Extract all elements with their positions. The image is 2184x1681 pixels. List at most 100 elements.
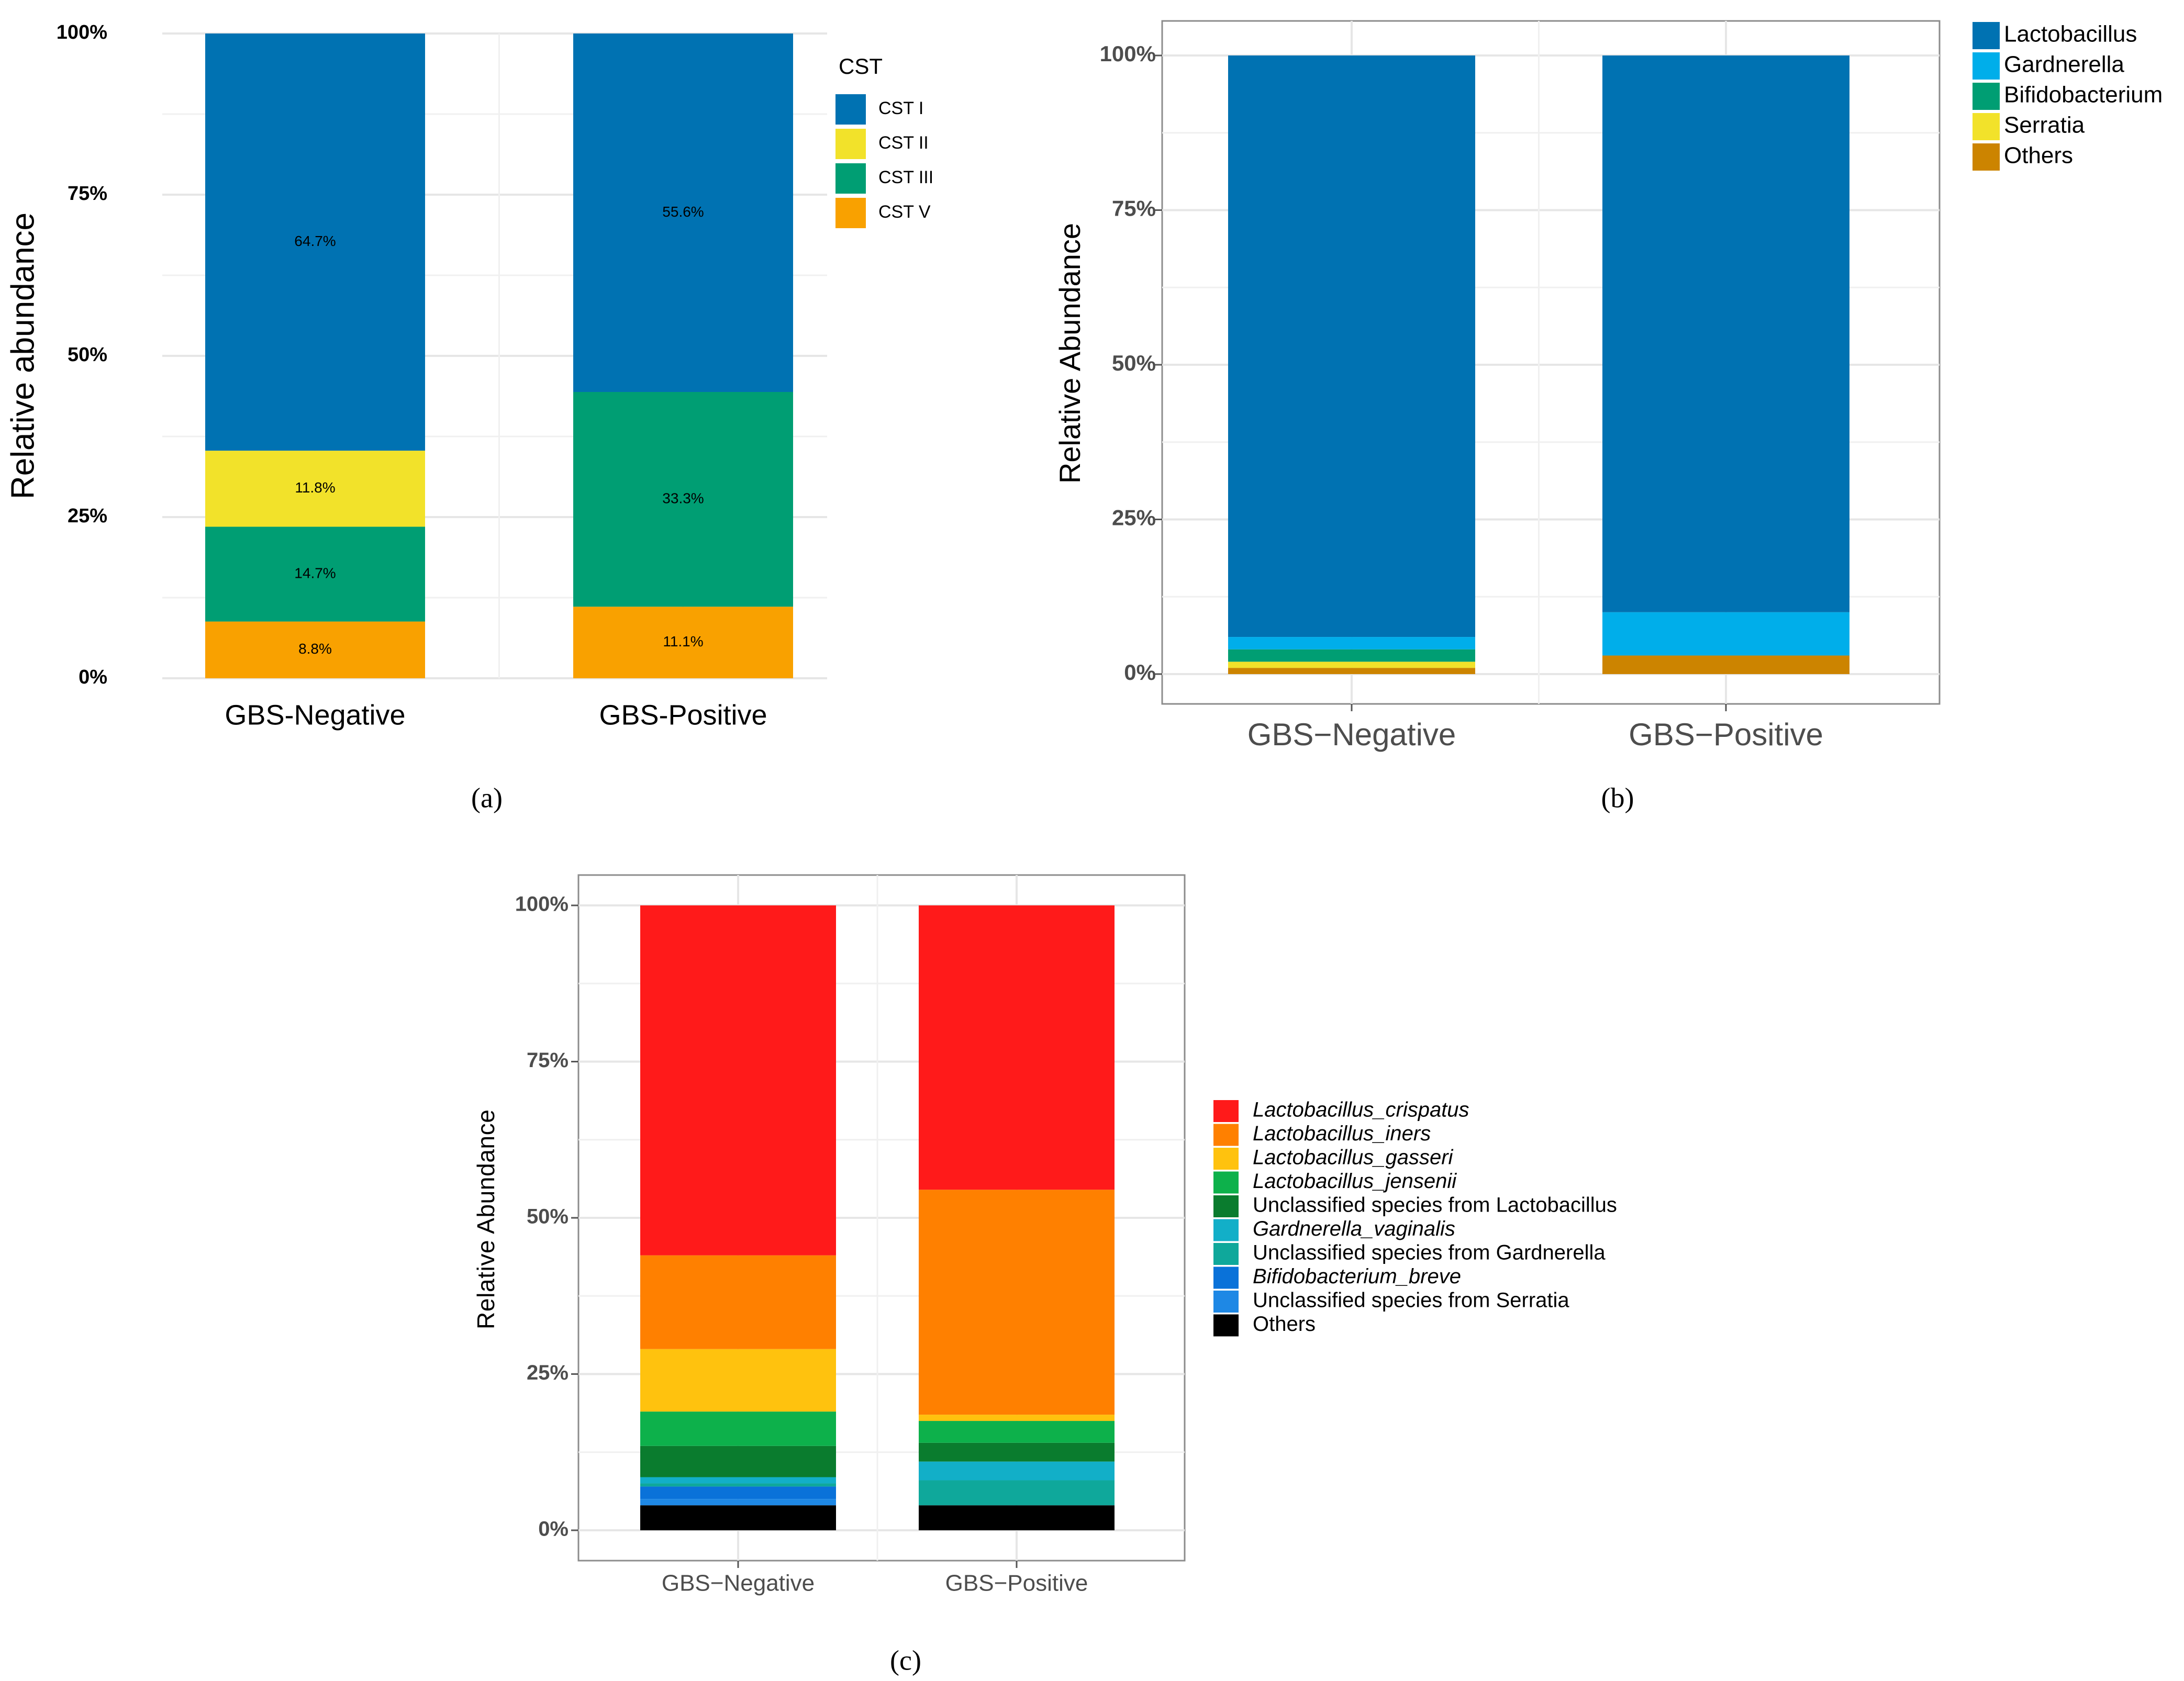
y-tick-label: 0% [538,1518,569,1541]
bar-segment-cst-iii-gbs-negative [205,526,425,622]
panel-label: (a) [471,782,503,813]
legend-item-lactobacillus-iners: Lactobacillus_iners [1213,1122,1431,1146]
legend-swatch [1213,1171,1239,1194]
bar-segment-cst-ii-gbs-negative [205,451,425,527]
y-tick-label: 50% [68,344,107,366]
bar-segment-cst-v-gbs-negative [205,621,425,678]
legend-swatch [1973,52,2000,80]
data-label-cst-i-gbs-positive: 55.6% [662,204,704,220]
y-axis-title: Relative Abundance [472,1110,499,1329]
bar-segment-lactobacillus-iners-gbs-negative [640,1255,836,1349]
panel-c-chart: 0% 25% 50% 75% 100% GBS−Negative GBS−Positive R… [472,874,1617,1676]
legend-item-lactobacillus-crispatus: Lactobacillus_crispatus [1213,1099,1469,1122]
legend-item-others: Others [1973,143,2073,171]
data-label-cst-i-gbs-negative: 64.7% [294,233,336,249]
legend-swatch [1973,143,2000,171]
bar-segment-bifidobacterium-breve-gbs-negative [640,1486,836,1499]
legend-item-gardnerella: Gardnerella [1973,52,2124,80]
legend-label: Lactobacillus_jensenii [1253,1170,1457,1193]
panel-b-chart: 0% 25% 50% 75% 100% GBS−Negative GBS−Positive R… [1053,20,2163,813]
legend-swatch [1973,113,2000,140]
legend-item-unclassified-species-from-lactobacillus: Unclassified species from Lactobacillus [1213,1194,1617,1217]
x-tick-label: GBS−Negative [662,1571,815,1596]
data-label-cst-ii-gbs-negative: 11.8% [295,479,335,496]
legend-swatch [1973,83,2000,110]
data-label-cst-iii-gbs-positive: 33.3% [662,490,704,507]
x-axis: GBS-Negative GBS-Positive [225,699,767,731]
legend-label: Others [2004,143,2073,169]
bar-segment-gardnerella-gbs-negative [1228,637,1475,649]
bars [1228,55,1849,674]
legend-item-cst-iii: CST III [835,163,933,194]
legend-item-gardnerella-vaginalis: Gardnerella_vaginalis [1213,1217,1455,1241]
x-tick-label: GBS-Positive [599,699,767,731]
legend-label: Unclassified species from Gardnerella [1253,1241,1606,1264]
panel-a-chart: 8.8% 14.7% 11.8% 64.7% 11.1% 33.3% 55.6% 0% 25% 5… [5,21,933,813]
legend-swatch [1213,1195,1239,1217]
y-axis: 0% 25% 50% 75% 100% [1100,41,1162,685]
legend-label: Lactobacillus_iners [1253,1122,1431,1145]
x-axis: GBS−Negative GBS−Positive [1247,704,1823,752]
panel-label: (c) [890,1644,921,1676]
bar-segment-unclassified-species-from-serratia-gbs-negative [640,1499,836,1506]
legend-label: Bifidobacterium_breve [1253,1265,1461,1288]
y-tick-label: 75% [68,183,107,205]
legend-swatch [835,129,866,159]
bar-segment-gardnerella-vaginalis-gbs-positive [919,1461,1115,1481]
y-tick-label: 25% [68,505,107,527]
bar-segment-others-gbs-negative [640,1505,836,1530]
legend-label: Bifidobacterium [2004,82,2163,108]
legend-label: Unclassified species from Serratia [1253,1289,1569,1312]
legend-label: Lactobacillus [2004,21,2137,47]
legend-item-serratia: Serratia [1973,113,2085,140]
legend-label: Gardnerella [2004,52,2124,77]
x-axis: GBS−Negative GBS−Positive [662,1561,1088,1596]
y-tick-label: 0% [79,666,107,688]
legend-swatch [1213,1124,1239,1146]
x-tick-label: GBS−Positive [945,1571,1088,1596]
y-tick-label: 25% [527,1361,569,1384]
bar-segment-gardnerella-vaginalis-gbs-negative [640,1477,836,1484]
panel-label: (b) [1601,782,1634,813]
bar-segment-unclassified-species-from-gardnerella-gbs-positive [919,1480,1115,1506]
bar-segment-cst-i-gbs-positive [573,33,793,392]
legend-item-lactobacillus: Lactobacillus [1973,21,2137,49]
legend-item-unclassified-species-from-gardnerella: Unclassified species from Gardnerella [1213,1241,1606,1265]
legend-swatch [1213,1267,1239,1289]
y-axis-title: Relative abundance [5,212,41,499]
legend-swatch [1213,1291,1239,1313]
bars [640,905,1115,1530]
bar-segment-unclassified-species-from-gardnerella-gbs-negative [640,1483,836,1487]
data-label-cst-v-gbs-positive: 11.1% [663,633,703,649]
y-axis: 0% 25% 50% 75% 100% [57,21,107,688]
bar-segment-serratia-gbs-negative [1228,662,1475,668]
legend-item-cst-v: CST V [835,198,931,228]
x-tick-label: GBS-Negative [225,699,405,731]
legend-title: CST [839,54,883,79]
legend-swatch [835,198,866,228]
y-tick-label: 100% [57,21,107,43]
legend-swatch [1213,1100,1239,1122]
bar-segment-lactobacillus-gbs-positive [1602,55,1849,612]
legend-item-bifidobacterium: Bifidobacterium [1973,82,2163,110]
legend-label: Lactobacillus_crispatus [1253,1099,1469,1122]
legend-swatch [835,94,866,125]
y-tick-label: 25% [1112,506,1156,530]
legend-item-cst-i: CST I [835,94,923,125]
bar-segment-cst-iii-gbs-positive [573,391,793,607]
legend-label: CST V [878,202,931,222]
legend-label: Others [1253,1313,1316,1336]
legend-swatch [1973,22,2000,49]
y-axis: 0% 25% 50% 75% 100% [515,893,578,1541]
legend-label: Gardnerella_vaginalis [1253,1217,1455,1240]
y-tick-label: 75% [527,1049,569,1072]
bar-segment-gardnerella-gbs-positive [1602,612,1849,656]
legend-item-bifidobacterium-breve: Bifidobacterium_breve [1213,1265,1461,1289]
legend-swatch [1213,1219,1239,1241]
bar-segment-lactobacillus-crispatus-gbs-negative [640,905,836,1256]
legend: CST CST I CST II CST III CST V [835,54,933,228]
bar-segment-others-gbs-negative [1228,668,1475,674]
bar-segment-lactobacillus-gasseri-gbs-negative [640,1349,836,1412]
y-tick-label: 50% [1112,351,1156,375]
legend-label: CST III [878,167,933,187]
